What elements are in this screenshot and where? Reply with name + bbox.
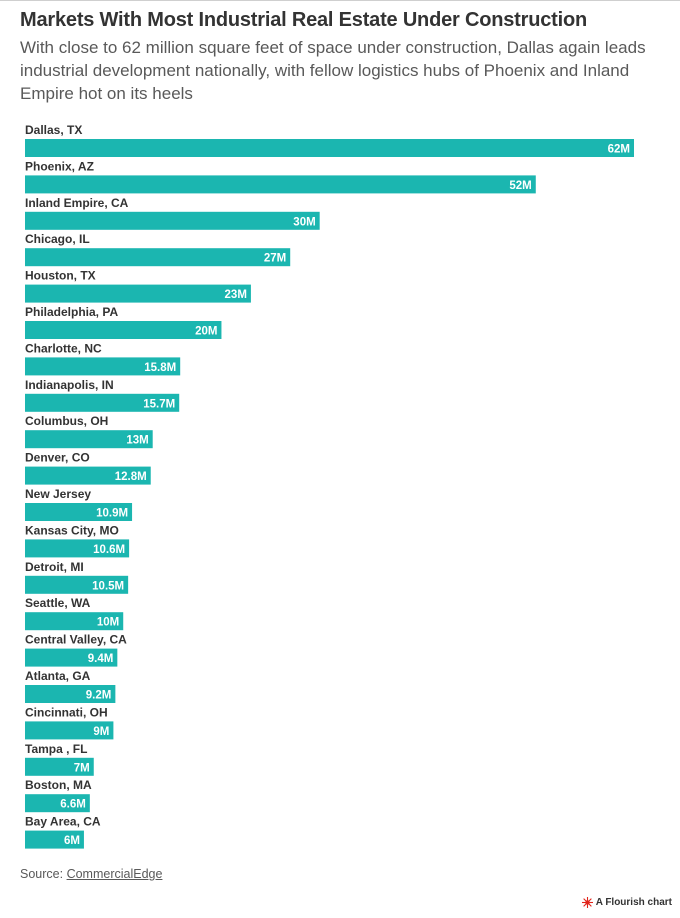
bar-row: Seattle, WA 10M xyxy=(25,596,124,631)
bar-row: Charlotte, NC 15.8M xyxy=(25,341,181,376)
value-label: 9.2M xyxy=(86,690,112,702)
bar-row: Central Valley, CA 9.4M xyxy=(25,633,127,667)
value-label: 12.8M xyxy=(115,471,147,483)
category-label: Dallas, TX xyxy=(25,123,82,137)
bar-row: Tampa , FL 7M xyxy=(25,742,94,776)
bar[interactable] xyxy=(25,575,129,594)
category-label: Denver, CO xyxy=(25,451,90,465)
bar[interactable] xyxy=(25,430,153,449)
bar-row: Columbus, OH 13M xyxy=(25,414,153,449)
value-label: 9M xyxy=(93,726,109,738)
bar[interactable] xyxy=(25,284,251,303)
category-label: Cincinnati, OH xyxy=(25,705,108,719)
bar-row: Denver, CO 12.8M xyxy=(25,451,151,485)
value-label: 10.5M xyxy=(92,580,124,592)
bar-row: Atlanta, GA 9.2M xyxy=(25,669,116,703)
bar[interactable] xyxy=(25,685,116,703)
bar-row: Cincinnati, OH 9M xyxy=(25,705,114,740)
top-divider xyxy=(0,0,680,1)
category-label: Central Valley, CA xyxy=(25,633,127,647)
category-label: Chicago, IL xyxy=(25,232,90,246)
bar-row: New Jersey 10.9M xyxy=(25,487,133,521)
category-label: New Jersey xyxy=(25,487,91,501)
source-prefix: Source: xyxy=(20,867,67,881)
category-label: Boston, MA xyxy=(25,778,92,792)
bar-row: Indianapolis, IN 15.7M xyxy=(25,378,180,412)
bar-row: Chicago, IL 27M xyxy=(25,232,291,267)
bar[interactable] xyxy=(25,211,320,230)
bar-row: Boston, MA 6.6M xyxy=(25,778,92,813)
bar[interactable] xyxy=(25,503,133,521)
bar[interactable] xyxy=(25,466,151,485)
category-label: Seattle, WA xyxy=(25,596,91,610)
category-label: Inland Empire, CA xyxy=(25,196,129,210)
bar-row: Kansas City, MO 10.6M xyxy=(25,523,130,558)
chart-title: Markets With Most Industrial Real Estate… xyxy=(20,9,587,31)
value-label: 20M xyxy=(195,326,217,338)
value-label: 15.7M xyxy=(143,398,175,410)
bar-row: Bay Area, CA 6M xyxy=(25,815,101,849)
bar[interactable] xyxy=(25,175,536,194)
value-label: 62M xyxy=(608,144,630,156)
source-note: Source: CommercialEdge xyxy=(20,867,162,881)
flourish-credit[interactable]: A Flourish chart xyxy=(581,897,672,908)
bar[interactable] xyxy=(25,794,90,813)
bar[interactable] xyxy=(25,248,291,267)
category-label: Charlotte, NC xyxy=(25,341,102,355)
category-label: Houston, TX xyxy=(25,269,96,283)
bar[interactable] xyxy=(25,139,634,157)
credit-text: A Flourish chart xyxy=(595,897,672,908)
category-label: Columbus, OH xyxy=(25,414,108,428)
category-label: Indianapolis, IN xyxy=(25,378,114,392)
bar[interactable] xyxy=(25,721,114,740)
value-label: 9.4M xyxy=(88,653,114,665)
bar[interactable] xyxy=(25,357,181,376)
flourish-logo-icon xyxy=(581,897,593,908)
bar[interactable] xyxy=(25,393,180,412)
category-label: Tampa , FL xyxy=(25,742,87,756)
chart-subtitle: With close to 62 million square feet of … xyxy=(20,38,646,103)
category-label: Detroit, MI xyxy=(25,560,84,574)
bar-row: Dallas, TX 62M xyxy=(25,123,634,157)
bar-row: Houston, TX 23M xyxy=(25,269,251,303)
value-label: 15.8M xyxy=(144,362,176,374)
source-link[interactable]: CommercialEdge xyxy=(66,867,163,881)
bar-chart: Dallas, TX 62M Phoenix, AZ 52M Inland Empire… xyxy=(25,123,634,849)
bar-row: Philadelphia, PA 20M xyxy=(25,305,222,339)
value-label: 10.9M xyxy=(96,508,128,520)
value-label: 52M xyxy=(509,180,531,192)
value-label: 10M xyxy=(97,617,119,629)
bar-row: Phoenix, AZ 52M xyxy=(25,159,536,194)
value-label: 10.6M xyxy=(93,544,125,556)
bar[interactable] xyxy=(25,830,84,849)
value-label: 23M xyxy=(225,289,247,301)
bar-row: Inland Empire, CA 30M xyxy=(25,196,320,230)
value-label: 6.6M xyxy=(60,799,86,811)
value-label: 27M xyxy=(264,253,286,265)
bar[interactable] xyxy=(25,539,130,558)
value-label: 13M xyxy=(126,435,148,447)
value-label: 7M xyxy=(74,762,90,774)
bar-row: Detroit, MI 10.5M xyxy=(25,560,129,594)
bar[interactable] xyxy=(25,612,124,631)
bar[interactable] xyxy=(25,648,118,667)
bar[interactable] xyxy=(25,757,94,776)
bar[interactable] xyxy=(25,321,222,339)
category-label: Philadelphia, PA xyxy=(25,305,118,319)
category-label: Atlanta, GA xyxy=(25,669,91,683)
category-label: Phoenix, AZ xyxy=(25,159,94,173)
category-label: Bay Area, CA xyxy=(25,815,101,829)
value-label: 6M xyxy=(64,835,80,847)
value-label: 30M xyxy=(293,216,315,228)
category-label: Kansas City, MO xyxy=(25,523,119,537)
